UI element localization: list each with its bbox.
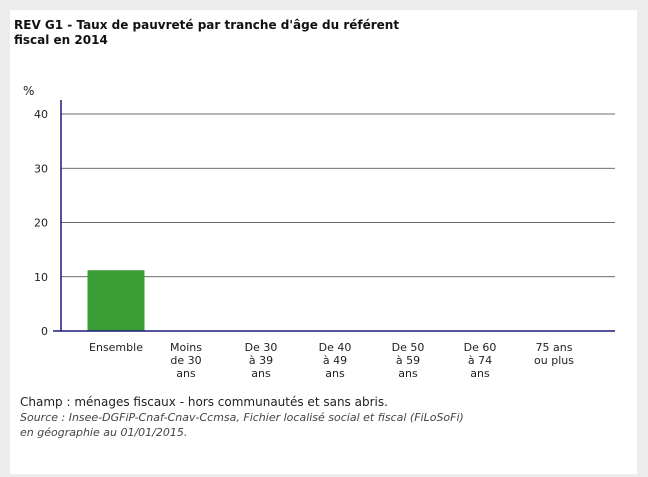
x-tick-label: ans: [325, 367, 345, 380]
y-tick-label: 40: [34, 108, 48, 121]
x-tick-label: à 39: [249, 354, 273, 367]
x-tick-label: à 59: [396, 354, 420, 367]
x-tick-label: Moins: [170, 341, 202, 354]
y-tick-label: 0: [41, 325, 48, 338]
chart-title: REV G1 - Taux de pauvreté par tranche d'…: [14, 18, 400, 47]
x-tick-label: ans: [398, 367, 418, 380]
x-tick-label: ans: [470, 367, 490, 380]
x-tick-label: à 74: [468, 354, 492, 367]
x-tick-label: De 30: [245, 341, 278, 354]
chart-notes: Champ : ménages fiscaux - hors communaut…: [20, 395, 620, 440]
y-tick-label: 20: [34, 217, 48, 230]
x-tick-label: De 60: [464, 341, 497, 354]
chart-card: [10, 10, 637, 474]
y-axis-label: %: [23, 84, 34, 98]
x-tick-label: ou plus: [534, 354, 574, 367]
x-tick-label: ans: [176, 367, 196, 380]
bar: [87, 270, 145, 331]
x-tick-label: De 50: [392, 341, 425, 354]
y-tick-label: 30: [34, 162, 48, 175]
source-note-line1: Source : Insee-DGFiP-Cnaf-Cnav-Ccmsa, Fi…: [20, 411, 464, 424]
source-note-line2: en géographie au 01/01/2015.: [20, 426, 188, 439]
x-tick-label: de 30: [170, 354, 201, 367]
x-tick-label: ans: [251, 367, 271, 380]
x-tick-label: 75 ans: [536, 341, 573, 354]
scope-note: Champ : ménages fiscaux - hors communaut…: [20, 395, 388, 409]
y-tick-label: 10: [34, 271, 48, 284]
x-tick-label: à 49: [323, 354, 347, 367]
x-tick-label: Ensemble: [89, 341, 143, 354]
x-tick-label: De 40: [319, 341, 352, 354]
